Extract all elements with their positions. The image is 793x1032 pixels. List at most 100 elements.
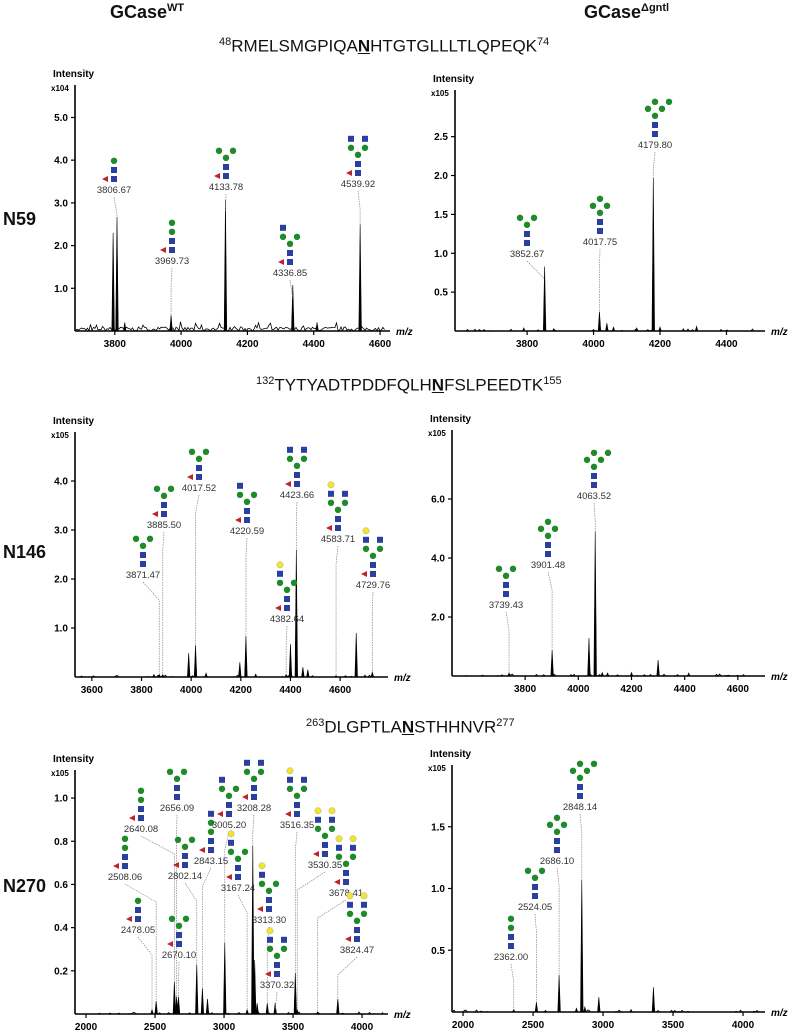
glcnac-square-icon xyxy=(343,879,349,885)
x-tick-label: 4000 xyxy=(567,684,590,695)
mannose-circle-icon xyxy=(272,880,280,887)
y-axis-label: Intensity xyxy=(53,754,95,765)
fucose-triangle-icon xyxy=(173,862,179,868)
peak-mz-label: 3516.35 xyxy=(280,820,314,831)
fucose-triangle-icon xyxy=(235,517,241,523)
peak-leader-line xyxy=(579,813,583,880)
glcnac-square-icon xyxy=(122,854,128,860)
mannose-circle-icon xyxy=(134,897,142,904)
spectrum-panel-n59-dgntl: Intensity x105 m/z 0.5 1.0 1.5 2.0 2.5 3800 4000 4… xyxy=(431,74,788,350)
mannose-circle-icon xyxy=(546,821,554,828)
peak-mz-label: 2508.06 xyxy=(108,872,142,883)
glcnac-square-icon xyxy=(140,552,146,558)
spectrum-peak xyxy=(354,632,358,678)
peak-leader-line xyxy=(142,581,160,675)
spectrum-baseline xyxy=(451,1009,760,1013)
spectrum-peak xyxy=(111,232,115,332)
y-axis-label: Intensity xyxy=(53,416,95,427)
peak-mz-label: 4729.76 xyxy=(356,580,390,591)
spectrum-peak xyxy=(658,326,662,332)
spectrum-baseline xyxy=(75,674,383,678)
mannose-circle-icon xyxy=(121,835,129,842)
x-tick-label: 4000 xyxy=(732,1020,755,1031)
mannose-circle-icon xyxy=(273,952,281,959)
mannose-circle-icon xyxy=(531,874,539,881)
peak-leader-line xyxy=(162,531,165,675)
mannose-circle-icon xyxy=(300,785,308,792)
spectrum-peak xyxy=(205,998,210,1015)
site-label-n146: N146 xyxy=(3,542,47,562)
y-scale-label: x105 xyxy=(51,769,69,778)
mannose-circle-icon xyxy=(250,775,258,782)
glcnac-square-icon xyxy=(267,936,273,943)
column-title-wt: GCaseWT xyxy=(110,2,184,23)
fucose-triangle-icon xyxy=(326,525,332,531)
glcnac-square-icon xyxy=(294,481,300,487)
mannose-circle-icon xyxy=(225,792,233,799)
peak-leader-line xyxy=(593,502,596,532)
glcnac-square-icon xyxy=(370,571,376,577)
mannose-circle-icon xyxy=(665,98,673,106)
glycan-structure-icon xyxy=(313,807,336,857)
y-tick-label: 1.0 xyxy=(54,284,68,295)
galactose-circle-icon xyxy=(286,767,294,775)
glycan-structure-icon xyxy=(507,915,515,949)
y-axis-label: Intensity xyxy=(53,69,95,80)
column-title-dgntl: GCaseΔgntl xyxy=(584,2,669,23)
mannose-circle-icon xyxy=(538,867,546,874)
glcnac-square-icon xyxy=(280,224,286,231)
spectrum-peak xyxy=(195,964,199,1015)
spectrum-peak xyxy=(265,1003,269,1015)
glcnac-square-icon xyxy=(342,490,348,497)
glcnac-square-icon xyxy=(182,862,188,868)
x-tick-label: 3800 xyxy=(130,685,153,696)
mannose-circle-icon xyxy=(553,828,561,835)
peptide-n146: 132TYTYADTPDDFQLHNFSLPEEDTK155 xyxy=(256,375,562,396)
peak-leader-line xyxy=(202,867,212,989)
spectrum-peak xyxy=(605,672,610,677)
peak-leader-line xyxy=(285,625,288,675)
fucose-triangle-icon xyxy=(313,851,319,857)
y-tick-label: 0.5 xyxy=(431,946,445,957)
glycan-structure-icon xyxy=(361,527,384,577)
glcnac-square-icon xyxy=(244,759,250,766)
y-tick-label: 1.0 xyxy=(434,249,448,260)
glycosite: N xyxy=(401,717,415,737)
glcnac-square-icon xyxy=(591,482,597,488)
mannose-circle-icon xyxy=(188,448,196,455)
glycan-structure-icon xyxy=(265,927,288,977)
glcnac-square-icon xyxy=(174,785,180,791)
galactose-circle-icon xyxy=(335,835,343,843)
spectrum-peak xyxy=(284,673,288,678)
galactose-circle-icon xyxy=(266,927,274,935)
mannose-circle-icon xyxy=(243,498,251,505)
glycosite: N xyxy=(431,375,445,395)
title-sup: WT xyxy=(167,2,185,14)
glcnac-square-icon xyxy=(228,839,234,846)
spectrum-peak xyxy=(152,673,156,678)
spectrum-peak xyxy=(651,177,655,332)
mannose-circle-icon xyxy=(250,491,258,498)
mannose-circle-icon xyxy=(258,880,266,887)
mannose-circle-icon xyxy=(121,844,129,851)
glycan-structure-icon xyxy=(516,214,538,246)
spectrum-peak xyxy=(200,988,205,1015)
peak-mz-label: 3530.35 xyxy=(308,860,342,871)
x-tick-label: 3000 xyxy=(213,1022,236,1032)
glcnac-square-icon xyxy=(532,884,538,890)
peptide-start: 132 xyxy=(256,375,275,387)
spectrum-peak xyxy=(255,1003,259,1015)
glcnac-square-icon xyxy=(122,863,128,869)
spectrum-panel-n146-wt: Intensity x105 m/z 1.0 2.0 3.0 4.0 3600 3800 4000… xyxy=(51,416,411,696)
spectrum-peak xyxy=(123,322,127,332)
fucose-triangle-icon xyxy=(214,173,220,179)
peak-mz-label: 3370.32 xyxy=(260,980,294,991)
spectrum-peak xyxy=(580,879,584,1013)
glycan-structure-icon xyxy=(285,446,308,487)
peak-leader-line xyxy=(113,196,118,217)
spectrum-peak xyxy=(550,650,554,677)
peak-leader-line xyxy=(289,279,294,299)
peak-leader-line xyxy=(245,537,248,636)
glcnac-square-icon xyxy=(135,907,141,913)
mannose-circle-icon xyxy=(349,853,357,860)
